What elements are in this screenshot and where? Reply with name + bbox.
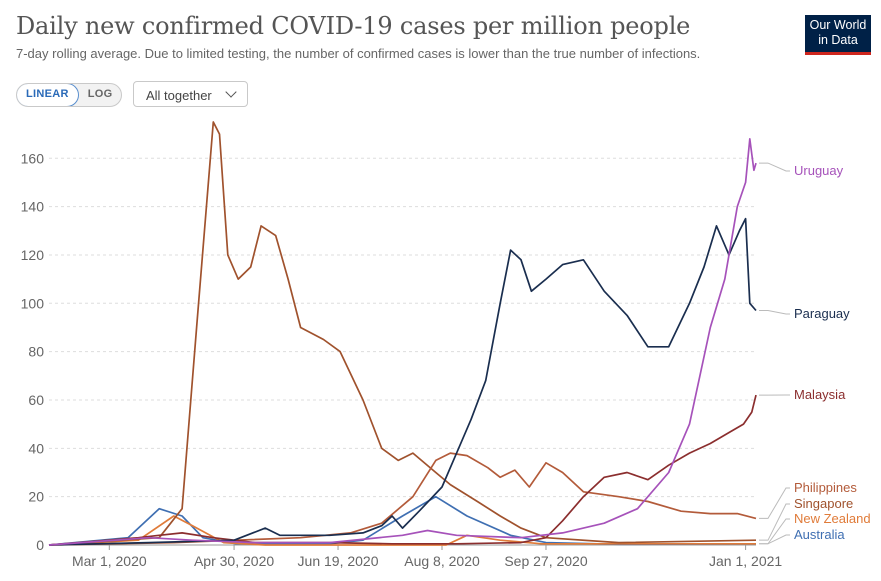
x-tick-label: Mar 1, 2020 [72, 553, 147, 569]
series-end-label: Philippines [794, 480, 857, 495]
logo-line1: Our World [809, 18, 867, 32]
select-value: All together [146, 88, 212, 103]
chart-subtitle: 7-day rolling average. Due to limited te… [16, 46, 701, 61]
series-label-connector [759, 162, 790, 172]
series-line-malaysia [48, 394, 757, 546]
y-tick-label: 20 [28, 489, 44, 505]
series-line-paraguay [48, 217, 757, 546]
series-line-new-zealand [48, 515, 756, 546]
y-tick-label: 80 [28, 344, 44, 360]
x-tick-label: Apr 30, 2020 [194, 553, 274, 569]
y-tick-label: 60 [28, 392, 44, 408]
x-tick-label: Aug 8, 2020 [404, 553, 480, 569]
log-scale-button[interactable]: LOG [87, 88, 113, 100]
x-tick-label: Sep 27, 2020 [504, 553, 588, 569]
y-tick-label: 0 [36, 537, 44, 553]
x-tick-label: Jan 1, 2021 [709, 553, 782, 569]
series-end-label: Singapore [794, 496, 853, 511]
series-end-label: Malaysia [794, 387, 846, 402]
entity-display-select[interactable]: All together [133, 81, 248, 107]
series-end-label: Paraguay [794, 306, 850, 321]
logo-accent-bar [805, 52, 871, 55]
y-tick-label: 160 [21, 150, 45, 166]
y-tick-label: 100 [21, 295, 45, 311]
series-label-connector [759, 503, 790, 541]
series-end-label: Australia [794, 527, 845, 542]
logo-line2: in Data [818, 33, 858, 47]
series-line-singapore [48, 121, 757, 546]
owid-logo[interactable]: Our World in Data [805, 15, 871, 55]
linear-scale-button[interactable]: LINEAR [17, 84, 79, 106]
series-line-philippines [48, 452, 757, 546]
series-label-connector [759, 487, 790, 519]
series-line-uruguay [48, 138, 757, 546]
series-label-connector [759, 534, 790, 545]
x-tick-label: Jun 19, 2020 [298, 553, 379, 569]
series-label-connector [759, 310, 790, 315]
series-label-connector [759, 518, 790, 545]
y-tick-label: 40 [28, 440, 44, 456]
series-end-label: New Zealand [794, 511, 871, 526]
y-tick-label: 120 [21, 247, 45, 263]
chart-title: Daily new confirmed COVID-19 cases per m… [16, 12, 691, 40]
y-tick-label: 140 [21, 199, 45, 215]
scale-toggle: LINEAR LOG [16, 83, 123, 107]
series-end-label: Uruguay [794, 163, 844, 178]
